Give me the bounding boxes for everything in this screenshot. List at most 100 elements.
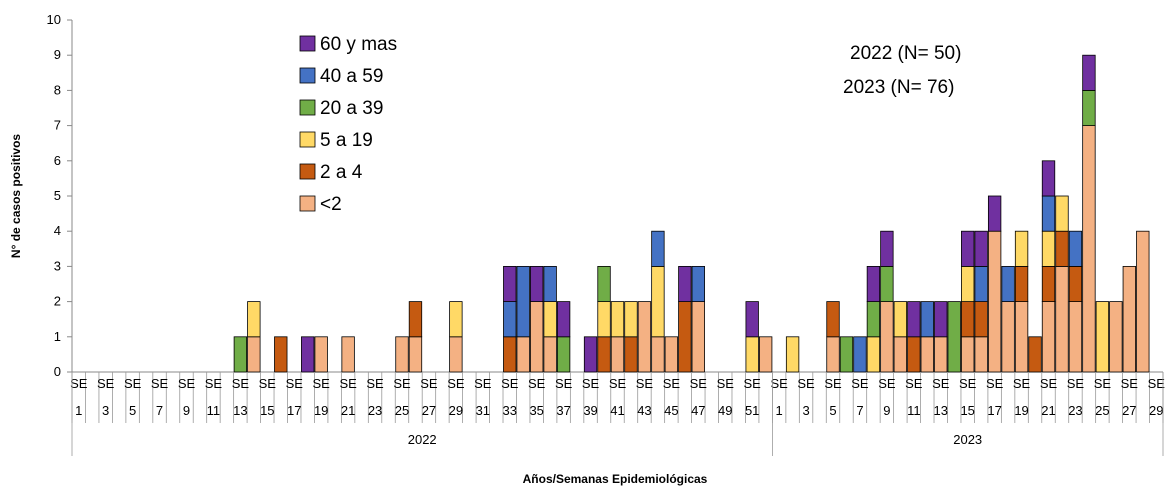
bar-segment xyxy=(1082,125,1096,373)
bar-segment xyxy=(987,195,1002,232)
bar-segment xyxy=(1041,301,1056,373)
x-tick-label-prefix: SE xyxy=(636,376,654,391)
x-tick-label-prefix: SE xyxy=(797,376,815,391)
legend-label: 60 y mas xyxy=(320,34,397,55)
x-tick-label-week: 11 xyxy=(907,403,921,418)
x-tick-label-prefix: SE xyxy=(501,376,519,391)
bar-segment xyxy=(866,336,881,373)
bar-segment xyxy=(1122,265,1136,373)
bar-segment xyxy=(624,336,638,373)
year-label: 2022 xyxy=(408,432,437,447)
bar-segment xyxy=(974,336,988,373)
x-tick-label-prefix: SE xyxy=(932,376,950,391)
bar-segment xyxy=(503,265,517,302)
x-tick-label-prefix: SE xyxy=(582,376,600,391)
bar-segment xyxy=(893,301,908,338)
x-tick-label-prefix: SE xyxy=(286,376,304,391)
x-tick-label-week: 35 xyxy=(529,403,543,418)
x-tick-label-week: 13 xyxy=(233,403,247,418)
x-tick-label-prefix: SE xyxy=(1013,376,1031,391)
bar-segment xyxy=(907,336,921,373)
x-tick-label-week: 25 xyxy=(395,403,409,418)
bar-segment xyxy=(880,301,894,373)
bar-segment xyxy=(597,336,611,373)
legend-swatch xyxy=(299,131,316,148)
x-tick-label-week: 27 xyxy=(1122,403,1136,418)
year-label: 2023 xyxy=(953,432,982,447)
bar-segment xyxy=(785,336,800,373)
bar-segment xyxy=(597,265,611,302)
y-tick-label: 0 xyxy=(54,364,61,379)
bar-segment xyxy=(314,336,328,373)
bar-segment xyxy=(974,230,988,267)
x-tick-label-prefix: SE xyxy=(1121,376,1139,391)
x-tick-label-week: 49 xyxy=(718,403,732,418)
x-tick-label-week: 5 xyxy=(129,403,136,418)
bar-segment xyxy=(556,336,571,373)
x-axis: SE1SE3SE5SE7SE9SE11SE13SE15SE17SE19SE21S… xyxy=(70,372,1165,456)
bar-segment xyxy=(961,301,975,338)
bar-segment xyxy=(1082,54,1096,91)
x-tick-label-week: 29 xyxy=(449,403,463,418)
bar-segment xyxy=(1041,230,1056,267)
bar-segment xyxy=(907,301,921,338)
bar-segment xyxy=(247,336,261,373)
x-tick-label-prefix: SE xyxy=(1067,376,1085,391)
x-tick-label-prefix: SE xyxy=(555,376,573,391)
bar-segment xyxy=(624,301,638,338)
bar-segment xyxy=(961,265,975,302)
x-tick-label-prefix: SE xyxy=(393,376,411,391)
annotation-2023: 2023 (N= 76) xyxy=(843,77,954,98)
x-tick-label-prefix: SE xyxy=(474,376,492,391)
x-tick-label-week: 3 xyxy=(802,403,809,418)
x-tick-label-prefix: SE xyxy=(259,376,277,391)
y-tick-label: 1 xyxy=(54,329,61,344)
y-tick-label: 9 xyxy=(54,47,61,62)
x-tick-label-week: 11 xyxy=(207,403,221,418)
x-tick-label-prefix: SE xyxy=(986,376,1004,391)
bar-segment xyxy=(395,336,409,373)
bar-segment xyxy=(1109,301,1123,373)
bar-segment xyxy=(1068,301,1083,373)
bar-segment xyxy=(247,301,261,338)
x-tick-label-prefix: SE xyxy=(366,376,384,391)
bar-segment xyxy=(651,230,665,267)
x-tick-label-week: 47 xyxy=(691,403,705,418)
bar-segment xyxy=(1068,265,1083,302)
bar-segment xyxy=(408,301,423,338)
y-tick-label: 6 xyxy=(54,153,61,168)
x-tick-label-week: 19 xyxy=(314,403,328,418)
bar-segment xyxy=(1041,195,1056,232)
x-tick-label-week: 43 xyxy=(637,403,651,418)
legend-swatch xyxy=(299,195,316,212)
x-tick-label-week: 13 xyxy=(934,403,948,418)
x-tick-label-week: 17 xyxy=(987,403,1001,418)
bar-segment xyxy=(556,301,571,338)
x-tick-label-week: 23 xyxy=(368,403,382,418)
bar-segment xyxy=(301,336,315,373)
bar-segment xyxy=(449,301,463,338)
x-tick-label-week: 51 xyxy=(745,403,759,418)
bar-segment xyxy=(530,265,544,302)
bar-segment xyxy=(503,301,517,338)
x-tick-label-week: 27 xyxy=(422,403,436,418)
bar-segment xyxy=(610,336,625,373)
legend-label: 20 a 39 xyxy=(320,98,383,119)
bar-segment xyxy=(880,265,894,302)
bar-segment xyxy=(1082,90,1096,127)
x-tick-label-week: 45 xyxy=(664,403,678,418)
bar-segment xyxy=(974,265,988,302)
bar-segment xyxy=(233,336,248,373)
bar-segment xyxy=(691,265,705,302)
bar-segment xyxy=(1041,265,1056,302)
bar-segment xyxy=(543,336,557,373)
x-tick-label-week: 39 xyxy=(583,403,597,418)
x-tick-label-prefix: SE xyxy=(178,376,196,391)
x-tick-label-prefix: SE xyxy=(447,376,465,391)
legend-swatch xyxy=(299,163,316,180)
y-tick-label: 4 xyxy=(54,223,61,238)
x-tick-label-prefix: SE xyxy=(905,376,923,391)
x-tick-label-week: 31 xyxy=(476,403,490,418)
legend-swatch xyxy=(299,67,316,84)
